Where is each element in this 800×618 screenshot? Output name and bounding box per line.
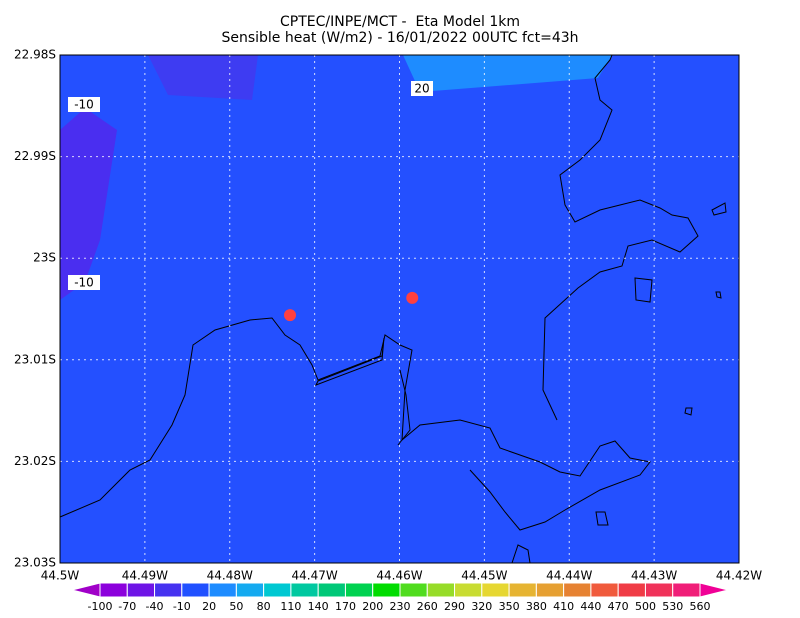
colorbar-swatch bbox=[454, 582, 483, 598]
colorbar-swatch bbox=[508, 582, 537, 598]
colorbar-swatch bbox=[426, 582, 456, 598]
x-tick-label: 44.49W bbox=[122, 569, 168, 583]
colorbar-swatch bbox=[290, 582, 319, 598]
colorbar-label: 260 bbox=[417, 600, 438, 613]
colorbar-label: 200 bbox=[362, 600, 383, 613]
colorbar-swatch bbox=[590, 582, 619, 598]
y-tick-label: 22.99S bbox=[14, 149, 56, 163]
colorbar-swatch bbox=[672, 582, 701, 598]
colorbar-label: 380 bbox=[526, 600, 547, 613]
y-tick-label: 23.03S bbox=[14, 556, 56, 570]
colorbar-swatch bbox=[208, 582, 237, 598]
coastline-path bbox=[595, 511, 609, 526]
contour-label-box bbox=[68, 275, 100, 290]
colorbar-swatch bbox=[99, 582, 128, 598]
y-tick-label: 23.01S bbox=[14, 352, 56, 366]
x-tick-label: 44.5W bbox=[41, 569, 80, 583]
y-tick-label: 22.98S bbox=[14, 48, 56, 62]
colorbar-label: 410 bbox=[553, 600, 574, 613]
colorbar-label: 110 bbox=[280, 600, 301, 613]
x-tick-label: 44.46W bbox=[376, 569, 422, 583]
colorbar-label: 230 bbox=[390, 600, 411, 613]
station-point bbox=[406, 291, 419, 304]
colorbar-swatch bbox=[235, 582, 265, 598]
colorbar-arrow bbox=[699, 582, 729, 598]
colorbar-swatch bbox=[399, 582, 428, 598]
x-tick-label: 44.45W bbox=[461, 569, 507, 583]
colorbar-swatch bbox=[617, 582, 646, 598]
colorbar-label: 470 bbox=[608, 600, 629, 613]
field-region bbox=[148, 55, 258, 100]
field-region bbox=[60, 108, 117, 300]
colorbar-label: 530 bbox=[662, 600, 683, 613]
coastline-path bbox=[634, 277, 653, 303]
x-tick-label: 44.48W bbox=[207, 569, 253, 583]
colorbar-label: -10 bbox=[173, 600, 191, 613]
coastline bbox=[59, 54, 727, 564]
coastline-path bbox=[542, 54, 699, 421]
colorbar-swatch bbox=[181, 582, 210, 598]
coastline-path bbox=[314, 337, 385, 386]
colorbar-swatch bbox=[263, 582, 292, 598]
contour-labels: -10 -10 20 bbox=[68, 81, 433, 290]
colorbar-label: 320 bbox=[471, 600, 492, 613]
colorbar-label: 440 bbox=[580, 600, 601, 613]
colorbar-label: 50 bbox=[229, 600, 243, 613]
colorbar-label: 20 bbox=[202, 600, 216, 613]
y-tick-label: 23S bbox=[33, 251, 56, 265]
chart-title: CPTEC/INPE/MCT - Eta Model 1km bbox=[280, 14, 520, 30]
y-tick-label: 23.02S bbox=[14, 454, 56, 468]
coastline-path bbox=[511, 544, 531, 564]
coastline-path bbox=[715, 291, 722, 299]
colorbar-swatch bbox=[644, 582, 674, 598]
x-tick-label: 44.44W bbox=[546, 569, 592, 583]
colorbar-label: 350 bbox=[499, 600, 520, 613]
colorbar-swatch bbox=[563, 582, 592, 598]
colorbar-swatch bbox=[481, 582, 510, 598]
colorbar-swatch bbox=[372, 582, 401, 598]
contour-label: -10 bbox=[74, 98, 94, 112]
contour-label-box bbox=[68, 97, 100, 112]
colorbar-label: 560 bbox=[690, 600, 711, 613]
colorbar-label: 500 bbox=[635, 600, 656, 613]
coastline-path bbox=[711, 202, 727, 216]
field-region bbox=[403, 55, 612, 92]
contour-label: 20 bbox=[414, 82, 429, 96]
coastline-path bbox=[397, 369, 411, 446]
colorbar-label: 140 bbox=[308, 600, 329, 613]
colorbar-label: -100 bbox=[88, 600, 113, 613]
x-tick-label: 44.42W bbox=[716, 569, 762, 583]
colorbar-swatch bbox=[535, 582, 565, 598]
colorbar-swatch bbox=[126, 582, 156, 598]
chart-subtitle: Sensible heat (W/m2) - 16/01/2022 00UTC … bbox=[221, 30, 578, 46]
coastline-path bbox=[684, 407, 693, 416]
contour-label-box bbox=[411, 81, 433, 96]
colorbar-swatch bbox=[317, 582, 346, 598]
colorbar-label: 290 bbox=[444, 600, 465, 613]
x-tick-label: 44.47W bbox=[292, 569, 338, 583]
colorbar-label: 170 bbox=[335, 600, 356, 613]
station-point bbox=[284, 309, 297, 322]
colorbar-arrow bbox=[71, 582, 101, 598]
x-tick-label: 44.43W bbox=[631, 569, 677, 583]
colorbar-label: 80 bbox=[257, 600, 271, 613]
contour-label: -10 bbox=[74, 276, 94, 290]
plot-frame bbox=[59, 54, 740, 564]
colorbar-label: -40 bbox=[146, 600, 164, 613]
colorbar-swatch bbox=[154, 582, 183, 598]
colorbar-swatch bbox=[344, 582, 374, 598]
colorbar-label: -70 bbox=[118, 600, 136, 613]
